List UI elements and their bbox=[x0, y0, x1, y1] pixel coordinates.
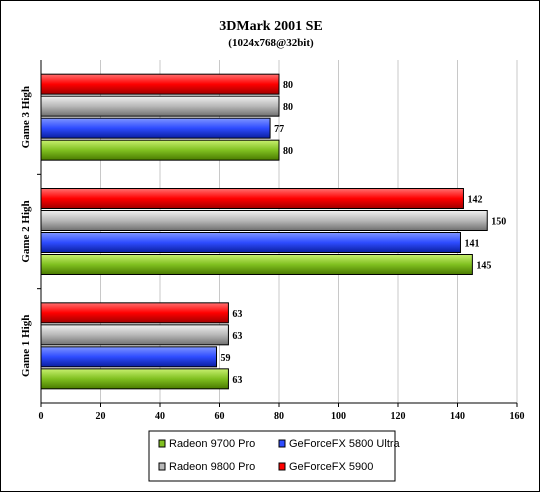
bar bbox=[40, 73, 280, 95]
bar bbox=[40, 324, 229, 346]
category-label: Game 3 High bbox=[20, 86, 32, 148]
bar bbox=[40, 95, 280, 117]
chart-title: 3DMark 2001 SE bbox=[219, 19, 322, 34]
bar bbox=[40, 188, 464, 209]
legend-swatch bbox=[278, 462, 286, 471]
x-tick-label: 0 bbox=[39, 411, 44, 422]
data-label: 59 bbox=[221, 353, 231, 364]
data-label: 142 bbox=[467, 195, 482, 206]
data-label: 150 bbox=[491, 217, 506, 228]
bar bbox=[40, 139, 280, 161]
data-label: 77 bbox=[274, 124, 284, 135]
gridlines bbox=[100, 60, 518, 403]
data-label: 63 bbox=[232, 375, 242, 386]
bar bbox=[40, 368, 229, 390]
x-tick-label: 60 bbox=[215, 411, 225, 422]
legend-swatch bbox=[278, 439, 286, 448]
legend: Radeon 9700 Pro GeForceFX 5800 Ultra Radeo… bbox=[148, 430, 401, 482]
x-tick-label: 160 bbox=[510, 411, 525, 422]
category-label: Game 2 High bbox=[20, 200, 32, 262]
legend-label: Radeon 9700 Pro bbox=[169, 438, 255, 450]
bar bbox=[40, 254, 473, 275]
data-label: 63 bbox=[232, 331, 242, 342]
axes: 0 20 40 60 80 100 120 140 160 Game 3 High Game 2 H… bbox=[20, 60, 525, 422]
x-tick-label: 40 bbox=[155, 411, 165, 422]
bar bbox=[40, 210, 488, 231]
x-tick-label: 120 bbox=[391, 411, 406, 422]
x-tick-label: 140 bbox=[450, 411, 465, 422]
legend-swatch bbox=[158, 439, 166, 448]
bar bbox=[40, 302, 229, 324]
data-label: 145 bbox=[476, 261, 491, 272]
chart-subtitle: (1024x768@32bit) bbox=[228, 37, 314, 49]
x-tick-label: 20 bbox=[96, 411, 106, 422]
legend-box bbox=[148, 430, 396, 482]
bar bbox=[40, 117, 271, 139]
data-label: 80 bbox=[283, 102, 293, 113]
legend-label: GeForceFX 5900 bbox=[289, 461, 373, 473]
bar bbox=[40, 232, 461, 253]
legend-label: GeForceFX 5800 Ultra bbox=[289, 438, 401, 450]
legend-label: Radeon 9800 Pro bbox=[169, 461, 255, 473]
x-tick-label: 80 bbox=[274, 411, 284, 422]
data-label: 80 bbox=[283, 146, 293, 157]
category-label: Game 1 High bbox=[20, 315, 32, 377]
data-label: 80 bbox=[283, 80, 293, 91]
data-label: 63 bbox=[232, 309, 242, 320]
legend-swatch bbox=[158, 462, 166, 471]
bar bbox=[40, 346, 218, 368]
data-label: 141 bbox=[464, 239, 479, 250]
x-tick-label: 100 bbox=[331, 411, 346, 422]
